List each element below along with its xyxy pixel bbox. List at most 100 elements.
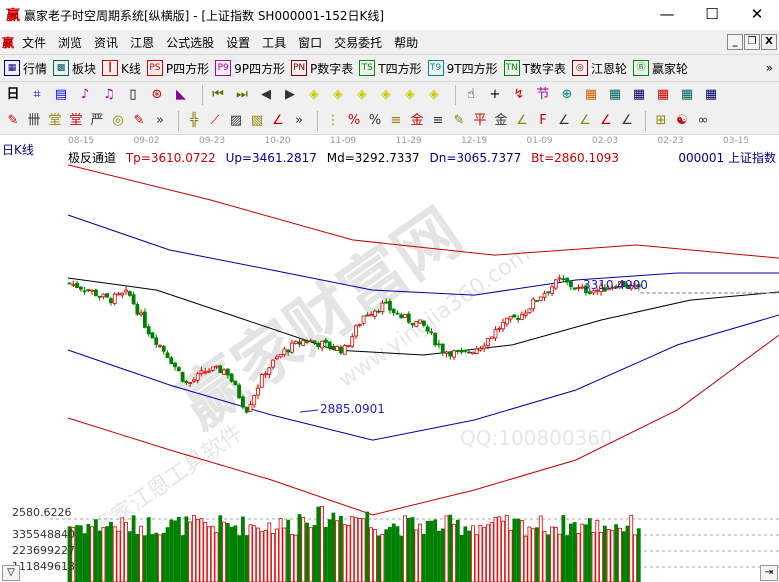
menu-item[interactable]: 公式选股 <box>166 35 215 50</box>
volume-bar <box>380 534 385 582</box>
drawing-tool-icon[interactable]: ∠ <box>621 113 633 128</box>
tool-icon[interactable]: ⏮ <box>212 87 224 102</box>
menu-item[interactable]: 浏览 <box>58 35 83 50</box>
toolbar-button[interactable]: ◎ 江恩轮 <box>571 60 627 77</box>
drawing-tool-icon[interactable]: 金 <box>410 113 424 128</box>
tool-icon[interactable]: ▦ <box>584 87 598 102</box>
drawing-tool-icon[interactable]: » <box>156 113 164 128</box>
drawing-tool-icon[interactable]: F <box>539 113 547 128</box>
drawing-tool-icon[interactable]: 卌 <box>27 113 41 128</box>
toolbar-button[interactable]: ▩ 板块 <box>53 60 96 77</box>
scroll-end-button[interactable]: ⇥ <box>760 565 778 581</box>
tool-icon[interactable]: ◈ <box>405 87 415 102</box>
menu-item[interactable]: 窗口 <box>298 35 323 50</box>
tool-icon[interactable]: ◀ <box>261 87 271 102</box>
close-button[interactable]: ✕ <box>750 5 764 23</box>
drawing-tool-icon[interactable]: ◎ <box>112 113 124 128</box>
drawing-tool-icon[interactable]: ✎ <box>7 113 19 128</box>
tool-icon[interactable]: ⏭ <box>236 87 248 102</box>
tool-icon[interactable]: ♫ <box>103 87 115 102</box>
tool-icon[interactable]: ⌗ <box>33 87 41 102</box>
drawing-tool-icon[interactable]: ▨ <box>229 113 243 128</box>
date-tick: 09-02 <box>133 136 160 146</box>
menu-item[interactable]: 江恩 <box>130 35 155 50</box>
tool-icon[interactable]: + <box>489 87 501 102</box>
tool-icon[interactable]: ⊕ <box>561 87 573 102</box>
drawing-tool-icon[interactable]: ∠ <box>516 113 528 128</box>
collapse-button[interactable]: ▽ <box>2 565 20 581</box>
drawing-tool-icon[interactable]: ⟋ <box>210 113 220 128</box>
tool-icon[interactable]: ▦ <box>608 87 622 102</box>
drawing-tool-icon[interactable]: ☯ <box>676 113 688 128</box>
tool-icon[interactable]: ▦ <box>680 87 694 102</box>
drawing-tool-icon[interactable]: 堂 <box>48 113 62 128</box>
drawing-tool-icon[interactable]: ✎ <box>133 113 145 128</box>
menu-item[interactable]: 帮助 <box>394 35 419 50</box>
drawing-tool-icon[interactable]: ∠ <box>558 113 570 128</box>
maximize-button[interactable]: ☐ <box>705 5 719 23</box>
tool-icon[interactable]: ♪ <box>80 87 90 102</box>
drawing-tool-icon[interactable]: ≡ <box>390 113 402 128</box>
candle-body <box>455 350 460 352</box>
tool-icon[interactable]: ◈ <box>357 87 367 102</box>
tool-icon[interactable]: ▦ <box>656 87 670 102</box>
volume-bar <box>421 533 426 582</box>
menu-item[interactable]: 设置 <box>226 35 251 50</box>
drawing-tool-icon[interactable]: ∞ <box>697 113 709 128</box>
band-outer-lower <box>67 334 779 516</box>
toolbar-button[interactable]: P9 9P四方形 <box>215 60 285 77</box>
drawing-tool-icon[interactable]: ∠ <box>272 113 284 128</box>
drawing-tool-icon[interactable]: ╬ <box>190 113 198 128</box>
tool-icon[interactable]: ◈ <box>309 87 319 102</box>
drawing-tool-icon[interactable]: ∠ <box>600 113 612 128</box>
drawing-tool-icon[interactable]: ∠ <box>579 113 591 128</box>
tool-icon[interactable]: ↯ <box>513 87 525 102</box>
mdi-close-button[interactable]: X <box>761 34 777 50</box>
menu-item[interactable]: 文件 <box>22 35 47 50</box>
period-select[interactable]: 日 <box>6 87 20 102</box>
toolbar-button[interactable]: TN T数字表 <box>503 60 566 77</box>
toolbar-button[interactable]: Ⓑ 赢家轮 <box>632 60 688 77</box>
toolbar-button[interactable]: PS P四方形 <box>146 60 209 77</box>
chart-area[interactable]: 日K线 08-15 09-02 09-23 10-20 11-09 11-29 12-19 0… <box>0 135 779 582</box>
drawing-tool-icon[interactable]: » <box>295 113 303 128</box>
drawing-tool-icon[interactable]: 严 <box>90 113 104 128</box>
toolbar-button[interactable]: TS T四方形 <box>359 60 422 77</box>
tool-icon[interactable]: ▦ <box>632 87 646 102</box>
toolbar-button[interactable]: ┃ K线 <box>102 60 141 77</box>
drawing-tool-icon[interactable]: 平 <box>473 113 487 128</box>
tool-icon[interactable]: ◈ <box>429 87 439 102</box>
more-icon[interactable]: » <box>765 61 773 75</box>
drawing-tool-icon[interactable]: % <box>368 113 382 128</box>
toolbar-button[interactable]: PN P数字表 <box>291 60 353 77</box>
tool-icon[interactable]: ◣ <box>176 87 186 102</box>
candle-body <box>278 354 283 358</box>
volume-bar <box>346 525 351 582</box>
tool-icon[interactable]: ⊛ <box>151 87 163 102</box>
tool-icon[interactable]: ▦ <box>704 87 718 102</box>
drawing-tool-icon[interactable]: ▧ <box>250 113 264 128</box>
minimize-button[interactable]: — <box>659 5 675 23</box>
tool-icon[interactable]: ◈ <box>333 87 343 102</box>
toolbar-button[interactable]: T9 9T四方形 <box>427 60 498 77</box>
drawing-tool-icon[interactable]: 金 <box>494 113 508 128</box>
drawing-tool-icon[interactable]: ≡ <box>432 113 444 128</box>
drawing-tool-icon[interactable]: % <box>347 113 361 128</box>
tool-icon[interactable]: ▯ <box>129 87 137 102</box>
tool-icon[interactable]: ☝ <box>467 87 475 102</box>
menu-item[interactable]: 交易委托 <box>334 35 383 50</box>
mdi-minimize-button[interactable]: _ <box>727 34 743 50</box>
mdi-restore-button[interactable]: ❐ <box>744 34 760 50</box>
drawing-tool-icon[interactable]: 堂 <box>69 113 83 128</box>
tool-icon[interactable]: ▤ <box>54 87 68 102</box>
menu-item[interactable]: 工具 <box>262 35 287 50</box>
tool-icon[interactable]: ◈ <box>381 87 391 102</box>
drawing-tool-icon[interactable]: ⊞ <box>655 113 667 128</box>
drawing-tool-icon[interactable]: ✎ <box>453 113 465 128</box>
toolbar-button[interactable]: ▦ 行情 <box>4 60 47 77</box>
tool-icon[interactable]: ▶ <box>285 87 295 102</box>
menu-item[interactable]: 资讯 <box>94 35 119 50</box>
tool-icon[interactable]: 节 <box>536 87 550 102</box>
drawing-tool-icon[interactable]: ⋮ <box>326 113 340 128</box>
